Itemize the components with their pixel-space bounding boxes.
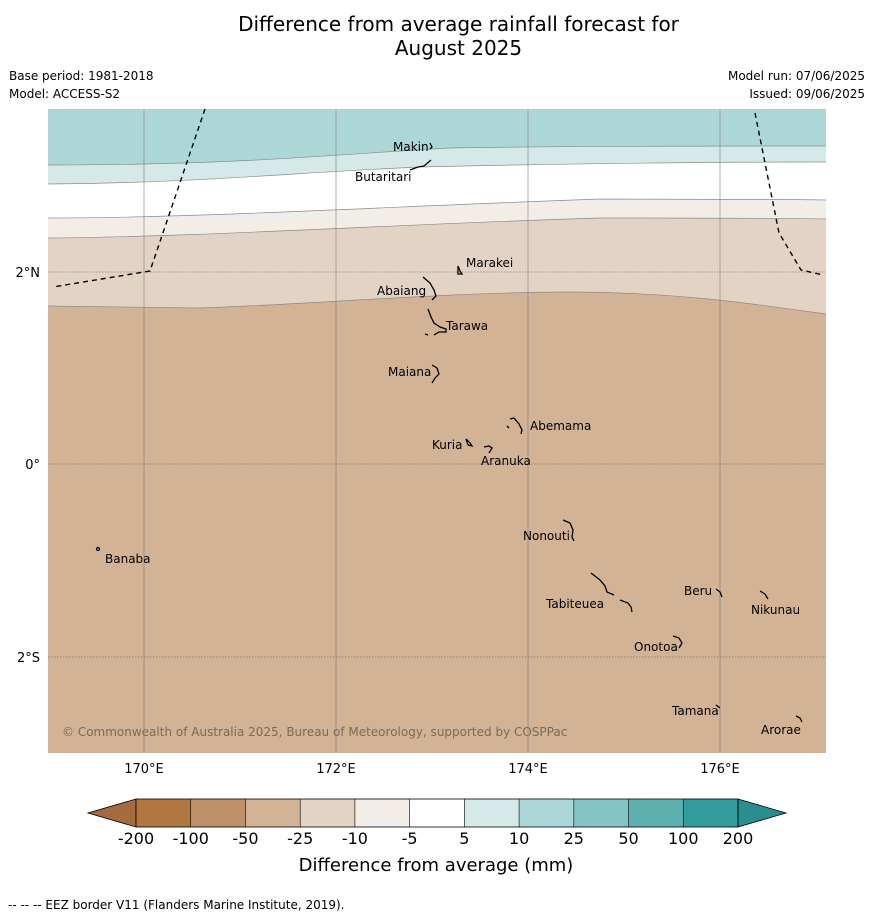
lat-label-2n: 2°N <box>16 266 41 281</box>
island-makin <box>429 142 433 150</box>
label-tamana: Tamana <box>671 704 719 718</box>
island-kuria <box>465 438 474 448</box>
colorbar-extend-low <box>86 798 137 828</box>
colorbar-tick-label: 10 <box>509 829 529 848</box>
island-nikunau <box>759 590 769 600</box>
colorbar-tick-labels: -200 -100 -50 -25 -10 -5 5 10 25 50 100 200 <box>118 829 753 848</box>
colorbar-extend-high <box>737 798 788 828</box>
island-nonouti <box>562 519 575 542</box>
label-butaritari: Butaritari <box>355 170 412 184</box>
colorbar-segment <box>628 799 684 827</box>
axis-labels: 2°N 0° 2°S 170°E 172°E 174°E 176°E <box>16 266 740 777</box>
label-onotoa: Onotoa <box>634 640 678 654</box>
graticule-parallels <box>48 271 826 658</box>
lat-label-0: 0° <box>25 458 40 473</box>
chart-title: Difference from average rainfall forecas… <box>0 12 873 60</box>
place-labels: Makin Butaritari Marakei Abaiang Tarawa … <box>105 140 801 737</box>
island-arorae <box>795 715 803 723</box>
label-abemama: Abemama <box>530 419 591 433</box>
island-beru <box>715 588 723 598</box>
colorbar-tick-label: 50 <box>618 829 638 848</box>
colorbar-title: Difference from average (mm) <box>299 855 574 876</box>
lon-label-174: 174°E <box>508 762 548 777</box>
label-kuria: Kuria <box>432 438 463 452</box>
colorbar-segment <box>464 799 520 827</box>
islands <box>95 142 803 723</box>
island-tarawa <box>427 308 447 336</box>
colorbar-segment <box>245 799 301 827</box>
island-aranuka <box>483 445 493 454</box>
colorbar-tick-label: -50 <box>232 829 258 848</box>
island-butaritari <box>409 159 432 171</box>
island-tabiteuea-north <box>590 572 615 596</box>
island-onotoa <box>672 635 683 649</box>
colorbar <box>86 798 788 828</box>
colorbar-tick-label: -5 <box>402 829 418 848</box>
model-name: Model: ACCESS-S2 <box>9 87 121 101</box>
colorbar-segment <box>354 799 411 827</box>
eez-border <box>52 109 824 288</box>
colorbar-tick-label: 5 <box>459 829 469 848</box>
label-arorae: Arorae <box>761 723 801 737</box>
colorbar-outline <box>135 798 739 828</box>
island-tabiteuea-south <box>619 599 633 613</box>
meta-right: Model run: 07/06/2025 Issued: 09/06/2025 <box>728 67 865 103</box>
colorbar-segment <box>300 799 356 827</box>
base-period: Base period: 1981-2018 <box>9 69 154 83</box>
label-maiana: Maiana <box>388 365 431 379</box>
lon-label-170: 170°E <box>124 762 164 777</box>
graticule-meridians <box>143 109 721 753</box>
island-abemama-west <box>506 425 510 429</box>
island-tamana <box>715 704 721 709</box>
label-nonouti: Nonouti <box>523 529 570 543</box>
label-tarawa: Tarawa <box>445 319 488 333</box>
colorbar-tick-label: 25 <box>564 829 584 848</box>
band-plus-10-plus-25 <box>48 109 826 165</box>
lon-label-176: 176°E <box>700 762 740 777</box>
island-abaiang <box>422 276 437 301</box>
label-abaiang: Abaiang <box>377 284 426 298</box>
colorbar-segment <box>683 799 739 827</box>
colorbar-segment <box>519 799 575 827</box>
colorbar-segment <box>409 799 465 827</box>
colorbar-tick-label: 200 <box>723 829 754 848</box>
colorbar-segment <box>136 799 192 827</box>
map-area: Makin Butaritari Marakei Abaiang Tarawa … <box>48 109 826 753</box>
label-nikunau: Nikunau <box>751 603 800 617</box>
colorbar-tick-label: -200 <box>118 829 154 848</box>
colorbar-tick-label: -10 <box>342 829 368 848</box>
lon-label-172: 172°E <box>316 762 356 777</box>
island-abemama <box>509 417 523 435</box>
eez-legend-footer: -- -- -- EEZ border V11 (Flanders Marine… <box>8 898 345 912</box>
lat-label-2s: 2°S <box>17 651 40 666</box>
colorbar-segment <box>190 799 246 827</box>
label-makin: Makin <box>393 140 429 154</box>
island-maiana <box>431 364 440 384</box>
colorbar-tick-label: -100 <box>173 829 209 848</box>
issued-date: Issued: 09/06/2025 <box>749 87 865 101</box>
colorbar-tick-label: 100 <box>668 829 699 848</box>
label-aranuka: Aranuka <box>481 454 531 468</box>
label-beru: Beru <box>684 584 712 598</box>
island-marakei <box>457 265 464 275</box>
island-tarawa-west <box>424 333 429 336</box>
label-banaba: Banaba <box>105 552 151 566</box>
meta-left: Base period: 1981-2018 Model: ACCESS-S2 <box>9 67 154 103</box>
title-line-2: August 2025 <box>394 36 523 60</box>
colorbar-tick-label: -25 <box>287 829 313 848</box>
colorbar-segment <box>573 799 630 827</box>
island-banaba <box>95 546 101 552</box>
title-line-1: Difference from average rainfall forecas… <box>238 12 679 36</box>
label-tabiteuea: Tabiteuea <box>545 597 604 611</box>
copyright: © Commonwealth of Australia 2025, Bureau… <box>62 725 567 739</box>
model-run: Model run: 07/06/2025 <box>727 69 865 83</box>
label-marakei: Marakei <box>466 256 513 270</box>
